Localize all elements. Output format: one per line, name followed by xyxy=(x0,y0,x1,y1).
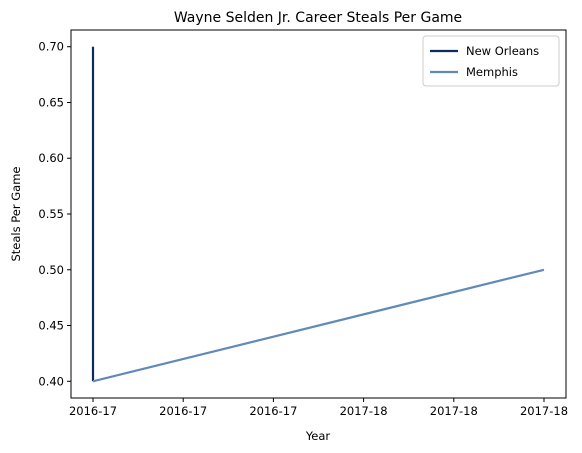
y-axis: 0.40 0.45 0.50 0.55 0.60 0.65 0.70 xyxy=(38,40,71,388)
x-tick-label: 2017-18 xyxy=(520,404,568,418)
plot-background xyxy=(71,30,566,398)
y-tick-label: 0.40 xyxy=(38,374,64,388)
x-axis: 2016-17 2016-17 2016-17 2017-18 2017-18 2017-… xyxy=(69,398,568,418)
x-tick-label: 2016-17 xyxy=(69,404,117,418)
y-tick-label: 0.45 xyxy=(38,319,64,333)
chart-title: Wayne Selden Jr. Career Steals Per Game xyxy=(174,10,462,26)
x-axis-label: Year xyxy=(305,429,331,443)
series-line-memphis xyxy=(92,268,545,383)
y-axis-label: Steals Per Game xyxy=(9,167,23,262)
x-tick-label: 2016-17 xyxy=(249,404,297,418)
plot-frame xyxy=(70,29,567,399)
y-tick-label: 0.70 xyxy=(38,40,64,54)
x-tick-label: 2016-17 xyxy=(159,404,207,418)
x-tick-label: 2017-18 xyxy=(430,404,478,418)
legend: New Orleans Memphis xyxy=(422,35,560,87)
legend-label: New Orleans xyxy=(466,44,539,58)
y-tick-label: 0.65 xyxy=(38,95,64,109)
y-tick-label: 0.55 xyxy=(38,207,64,221)
legend-label: Memphis xyxy=(466,65,518,79)
series-lines xyxy=(91,46,545,383)
legend-box xyxy=(422,35,560,87)
y-tick-label: 0.50 xyxy=(38,263,64,277)
x-tick-label: 2017-18 xyxy=(340,404,388,418)
y-tick-label: 0.60 xyxy=(38,151,64,165)
